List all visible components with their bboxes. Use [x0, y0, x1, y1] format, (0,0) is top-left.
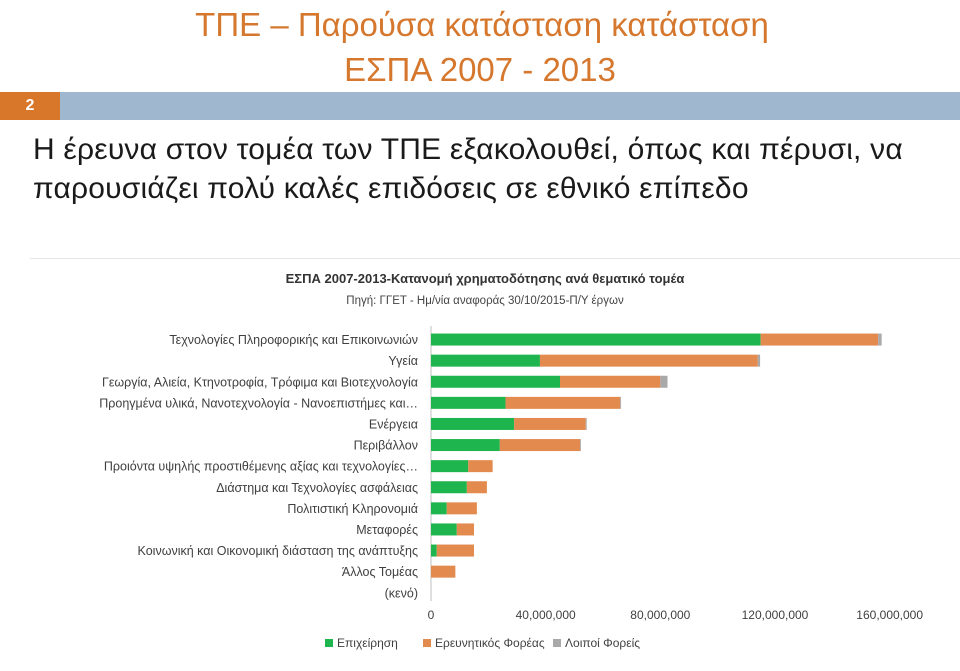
slide-title-line-1: ΤΠΕ – Παρούσα κατάσταση κατάσταση [195, 6, 769, 43]
bar-series [431, 333, 882, 578]
bar-segment-other [757, 354, 761, 367]
chart-title: ΕΣΠΑ 2007-2013-Κατανομή χρηματοδότησης α… [286, 271, 685, 286]
bar-segment-business [431, 417, 515, 430]
bar-segment-research [436, 544, 474, 557]
legend-entry: Επιχείρηση [337, 636, 398, 650]
x-tick-label: 40,000,000 [516, 608, 576, 622]
slide-title-line-2: ΕΣΠΑ 2007 - 2013 [344, 51, 616, 88]
category-label: Γεωργία, Αλιεία, Κτηνοτροφία, Τρόφιμα κα… [102, 375, 418, 389]
legend-swatch [423, 639, 431, 647]
bar-segment-business [431, 439, 500, 452]
legend-swatch [553, 639, 561, 647]
lead-text: Η έρευνα στον τομέα των ΤΠΕ εξακολουθεί,… [33, 133, 903, 205]
bar-segment-other [660, 375, 668, 388]
legend-entry: Ερευνητικός Φορέας [435, 636, 545, 650]
bar-segment-research [760, 333, 879, 346]
bar-segment-other [878, 333, 882, 346]
bar-segment-other [580, 439, 581, 452]
category-labels: Τεχνολογίες Πληροφορικής και Επικοινωνιώ… [99, 333, 418, 600]
x-axis-tick-labels: 0 40,000,000 80,000,000 120,000,000 160,000,… [428, 608, 924, 622]
legend-swatch [325, 639, 333, 647]
category-label: Διάστημα και Τεχνολογίες ασφάλειας [216, 481, 418, 495]
bar-segment-business [431, 502, 447, 515]
category-label: Προιόντα υψηλής προστιθέμενης αξίας και … [104, 460, 418, 474]
bar-segment-research [456, 523, 474, 536]
bar-segment-research [505, 396, 621, 409]
x-tick-label: 160,000,000 [856, 608, 923, 622]
legend-entry: Λοιποί Φορείς [565, 636, 640, 650]
bar-segment-business [431, 375, 560, 388]
bar-segment-other [585, 417, 587, 430]
funding-bar-chart: ΕΣΠΑ 2007-2013-Κατανομή χρηματοδότησης α… [99, 271, 924, 650]
bar-segment-other [620, 396, 622, 409]
x-tick-label: 80,000,000 [630, 608, 690, 622]
category-label: Άλλος Τομέας [342, 565, 418, 579]
bar-segment-research [466, 481, 487, 494]
bar-segment-research [468, 460, 493, 473]
chart-panel: ΕΣΠΑ 2007-2013-Κατανομή χρηματοδότησης α… [30, 258, 960, 666]
bar-segment-business [431, 523, 457, 536]
slide-number: 2 [0, 92, 60, 120]
x-tick-label: 0 [428, 608, 435, 622]
bar-segment-research [560, 375, 661, 388]
bar-segment-business [431, 354, 540, 367]
slide-title: ΤΠΕ – Παρούσα κατάσταση κατάσταση ΕΣΠΑ 2… [0, 2, 960, 92]
header-band [0, 92, 960, 120]
category-label: Προηγμένα υλικά, Νανοτεχνολογία - Νανοεπ… [99, 396, 418, 410]
bar-segment-research [514, 417, 586, 430]
category-label: (κενό) [385, 586, 418, 600]
bar-segment-research [431, 565, 456, 578]
category-label: Υγεία [388, 354, 418, 368]
bar-segment-business [431, 333, 761, 346]
category-label: Ενέργεια [369, 417, 418, 431]
chart-subtitle: Πηγή: ΓΓΕΤ - Ημ/νία αναφοράς 30/10/2015-… [346, 295, 624, 307]
bar-segment-business [431, 481, 467, 494]
category-label: Μεταφορές [356, 523, 418, 537]
chart-legend: Επιχείρηση Ερευνητικός Φορέας Λοιποί Φορεί… [325, 636, 640, 650]
bar-segment-business [431, 460, 469, 473]
category-label: Πολιτιστική Κληρονομιά [287, 502, 418, 516]
x-tick-label: 120,000,000 [742, 608, 809, 622]
bar-segment-research [539, 354, 758, 367]
category-label: Περιβάλλον [354, 439, 418, 453]
bar-segment-research [446, 502, 477, 515]
bar-segment-research [499, 439, 581, 452]
category-label: Κοινωνική και Οικονομική διάσταση της αν… [138, 544, 418, 558]
bar-segment-business [431, 396, 506, 409]
bar-segment-business [431, 544, 437, 557]
category-label: Τεχνολογίες Πληροφορικής και Επικοινωνιώ… [169, 333, 418, 347]
